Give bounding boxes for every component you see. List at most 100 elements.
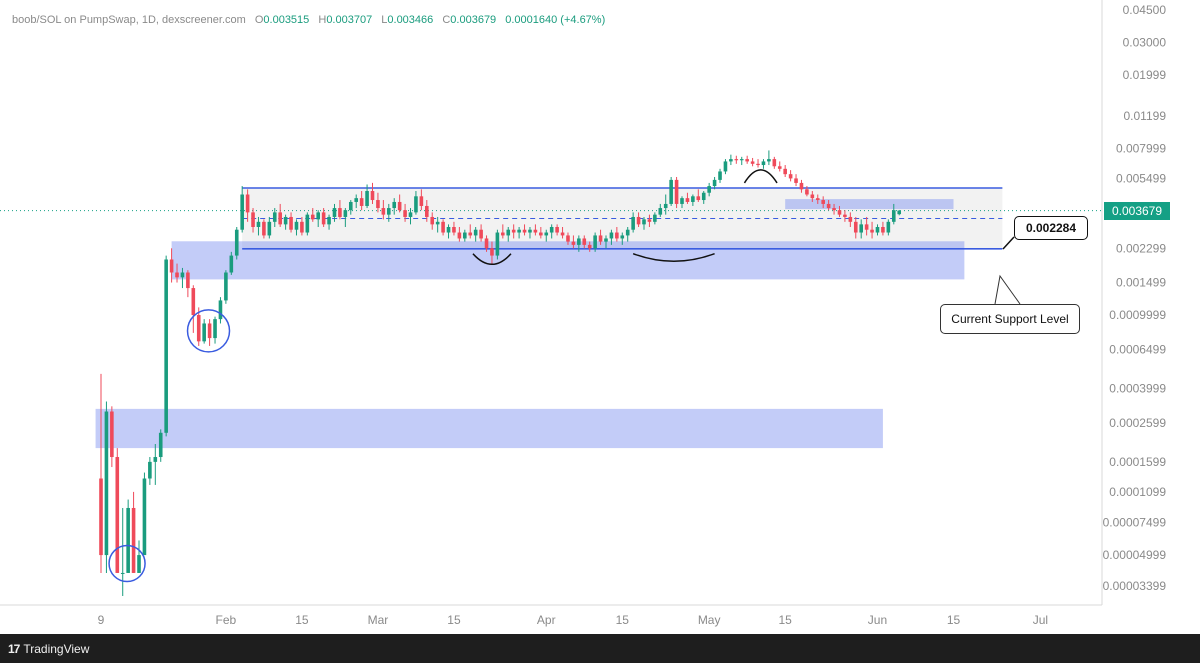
x-tick-label: 9 [98,613,105,627]
candle-body [148,461,152,479]
candle-body [794,178,798,183]
candle-body [164,259,168,433]
y-tick-label: 0.002299 [1116,241,1166,255]
candle-body [729,159,733,162]
x-tick-label: 15 [616,613,630,627]
candle-body [739,159,744,161]
candle-body [348,201,353,211]
candle-body [533,229,538,233]
x-tick-label: May [698,613,721,627]
candle-body [207,323,212,339]
zone-1 [95,408,883,449]
candle-body [300,221,304,233]
candle-body [365,191,369,206]
candle-body [332,208,337,217]
candle-body [582,238,587,245]
candle-body [853,221,858,233]
y-tick-label: 0.01199 [1124,109,1167,123]
candle-body [419,196,424,206]
candle-body [327,216,331,225]
candle-body [685,198,690,202]
candle-body [691,196,695,202]
candle-body [875,226,880,233]
chart-header: boob/SOL on PumpSwap, 1D, dexscreener.co… [12,14,605,26]
price-chart[interactable]: 0.04500 0.03000 0.01999 0.01199 0.007999 0.00… [0,0,1200,634]
candle-body [283,216,288,225]
candle-body [756,163,760,166]
candle-body [577,238,581,245]
y-tick-label: 0.0001599 [1109,455,1166,469]
candle-body [680,198,684,204]
candle-body [620,235,625,239]
candle-body [777,166,782,169]
candle-body [783,168,787,175]
candle-body [522,229,527,233]
close-label: C [442,14,451,26]
candle-body [224,272,228,301]
candle-body [110,411,114,458]
candle-body [468,232,473,236]
candle-body [120,572,125,574]
candle-body [386,208,391,215]
candle-body [196,315,201,342]
candle-body [593,235,597,249]
candle-body [191,288,196,316]
close-value: 0.003679 [450,14,497,26]
candle-body [663,203,668,209]
symbol-label: boob/SOL on PumpSwap, 1D, dexscreener.co… [12,14,246,26]
open-value: 0.003515 [263,14,310,26]
candle-body [767,159,771,162]
candle-body [175,272,179,278]
candle-body [734,159,739,161]
y-tick-label: 0.0002599 [1109,416,1166,430]
candle-body [142,478,147,556]
x-tick-label: Jul [1033,613,1048,627]
candle-body [528,229,532,233]
y-tick-label: 0.0006499 [1109,343,1166,357]
candle-body [425,205,429,217]
candle-body [810,194,815,199]
candle-body [560,232,565,236]
candle-body [788,174,793,179]
candle-body [240,194,244,230]
x-axis: 9 Feb 15 Mar 15 Apr 15 May 15 Jun 15 Jul [0,604,1102,627]
x-tick-label: Feb [216,613,237,627]
candle-body [202,323,206,342]
last-price-tag: 0.003679 [1104,202,1170,220]
tradingview-brand: TradingView [23,642,90,656]
candle-body [636,216,641,225]
candle-body [126,507,130,573]
y-axis: 0.04500 0.03000 0.01999 0.01199 0.007999 0.00… [1101,0,1167,605]
candle-body [354,198,359,202]
candle-body [843,214,847,217]
y-tick-label: 0.0009999 [1109,308,1166,322]
candle-body [218,300,223,320]
candles-layer [99,150,902,597]
marks-layer [108,169,1021,583]
y-tick-label: 0.007999 [1116,141,1166,155]
candle-body [452,226,456,233]
candle-body [647,219,652,222]
candle-body [653,214,657,222]
y-tick-label: 0.005499 [1116,171,1166,185]
candle-body [799,182,804,190]
y-tick-label: 0.00003399 [1103,579,1167,593]
candle-body [805,189,809,195]
y-tick-label: 0.04500 [1123,3,1167,17]
candle-body [669,179,673,204]
candle-body [511,229,516,233]
candle-body [506,229,511,236]
candle-body [604,238,608,242]
candle-body [848,216,853,222]
candle-body [414,196,418,213]
swing-high-arc [743,169,778,184]
candle-body [186,272,190,289]
candle-body [370,191,375,201]
candle-body [696,196,701,201]
candle-body [886,221,891,233]
candle-body [761,161,766,166]
support-callout-pointer [994,274,1021,305]
candle-body [870,229,874,233]
candle-body [609,232,614,239]
tradingview-footer[interactable]: 17 TradingView [8,640,89,658]
